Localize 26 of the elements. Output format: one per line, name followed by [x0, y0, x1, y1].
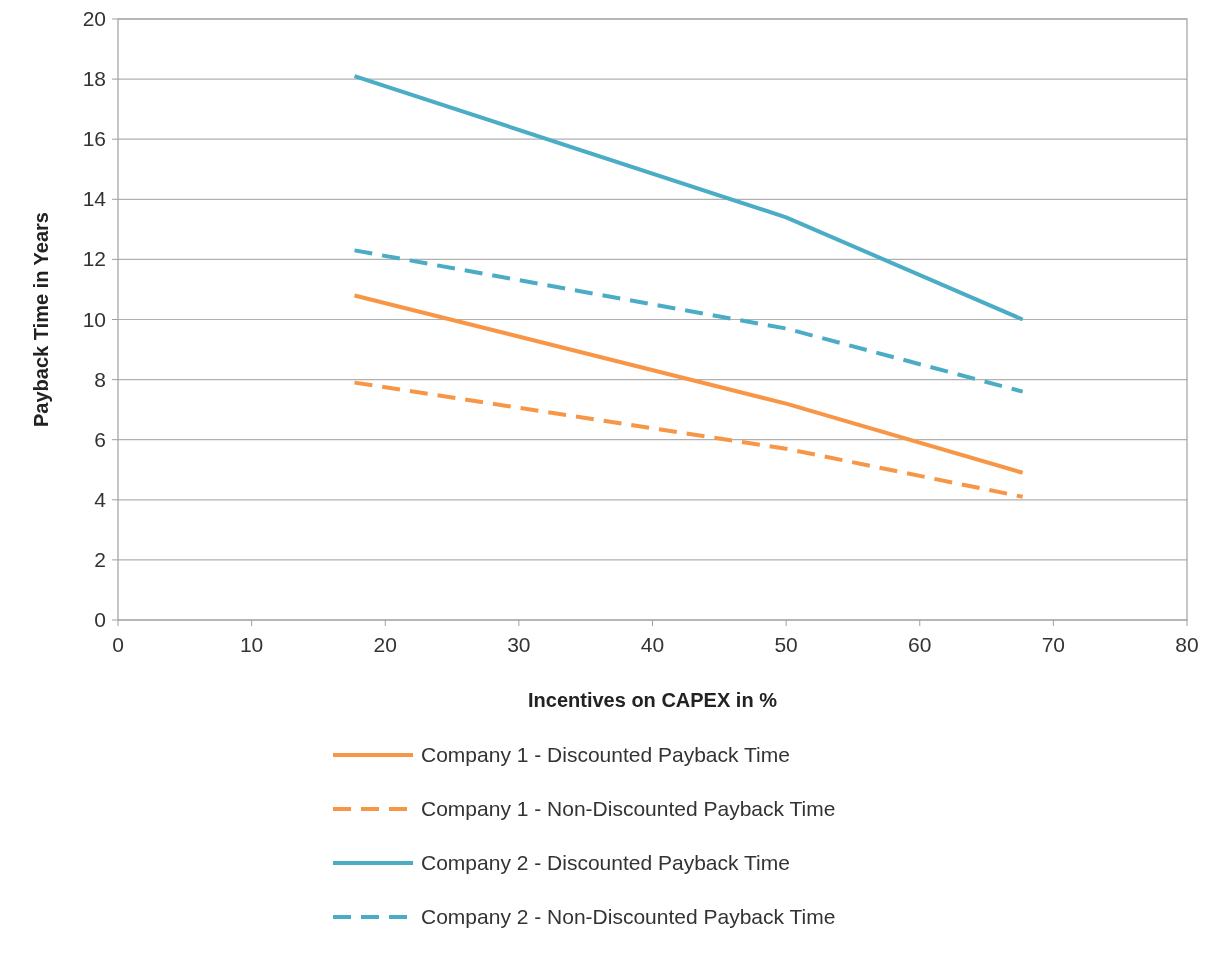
y-tick-label: 14	[82, 187, 107, 211]
x-tick-label: 70	[1041, 633, 1066, 656]
x-tick-label: 30	[507, 633, 531, 656]
x-tick-label: 0	[112, 633, 124, 656]
x-tick-label: 80	[1175, 633, 1199, 656]
y-tick-label: 2	[94, 547, 106, 571]
x-tick-label: 60	[908, 633, 932, 656]
y-tick-label: 0	[94, 608, 106, 631]
legend-label: Company 1 - Non-Discounted Payback Time	[421, 797, 836, 820]
x-tick-label: 50	[774, 633, 798, 656]
legend-label: Company 2 - Non-Discounted Payback Time	[421, 905, 836, 928]
y-tick-label: 16	[82, 127, 106, 151]
x-tick-label: 20	[373, 633, 397, 656]
y-tick-label: 6	[94, 427, 106, 451]
y-tick-label: 18	[82, 67, 106, 91]
y-axis-title: Payback Time in Years	[30, 212, 52, 427]
x-tick-label: 10	[239, 633, 264, 656]
x-axis-title: Incentives on CAPEX in %	[528, 689, 778, 711]
y-tick-label: 10	[82, 307, 106, 331]
y-tick-label: 4	[94, 487, 107, 511]
y-tick-label: 20	[82, 7, 106, 30]
y-tick-label: 8	[94, 367, 106, 391]
legend-label: Company 2 - Discounted Payback Time	[421, 851, 790, 874]
y-tick-label: 12	[82, 247, 106, 271]
legend-label: Company 1 - Discounted Payback Time	[421, 743, 790, 766]
x-tick-label: 40	[640, 633, 665, 656]
